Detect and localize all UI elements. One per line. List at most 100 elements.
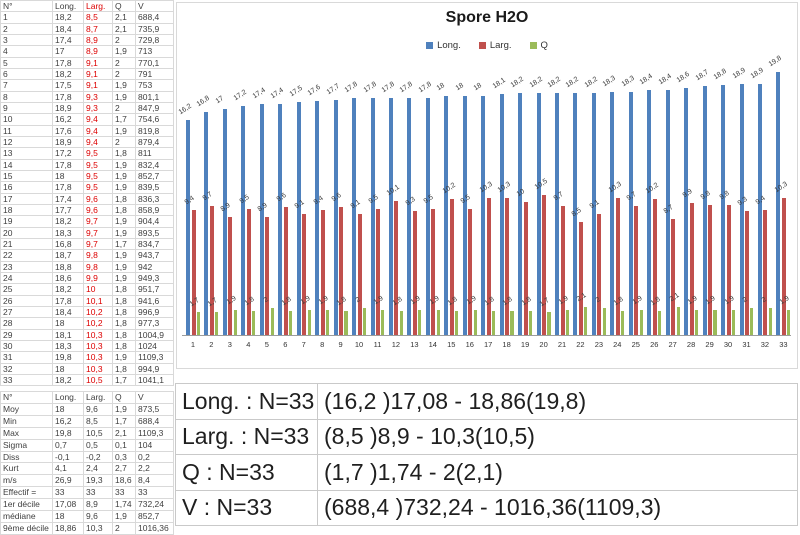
cell[interactable]: 9,7 bbox=[83, 237, 113, 251]
cell[interactable]: 8,9 bbox=[83, 33, 113, 47]
cell[interactable]: 9,5 bbox=[83, 169, 113, 183]
cell[interactable]: 9,4 bbox=[83, 124, 113, 137]
cell[interactable]: 941,6 bbox=[135, 294, 174, 307]
cell[interactable]: 1,7 bbox=[112, 373, 136, 387]
cell[interactable]: 977,3 bbox=[135, 317, 174, 330]
cell[interactable]: 873,5 bbox=[135, 402, 174, 416]
cell[interactable]: 1,9 bbox=[112, 158, 136, 171]
summary-value[interactable]: (688,4 )732,24 - 1016,36(1109,3) bbox=[317, 489, 798, 526]
cell[interactable]: 2 bbox=[112, 33, 136, 47]
cell[interactable]: 1,9 bbox=[112, 249, 136, 262]
cell[interactable]: 26 bbox=[0, 294, 53, 307]
cell[interactable]: 18,2 bbox=[52, 215, 84, 228]
cell[interactable]: 9,4 bbox=[83, 135, 113, 149]
summary-value[interactable]: (8,5 )8,9 - 10,3(10,5) bbox=[317, 418, 798, 455]
cell[interactable]: 10,3 bbox=[83, 328, 113, 341]
cell[interactable]: 10,1 bbox=[83, 294, 113, 307]
cell[interactable]: 9,6 bbox=[83, 510, 113, 523]
cell[interactable]: 893,5 bbox=[135, 226, 174, 239]
cell[interactable]: 6 bbox=[0, 67, 53, 81]
cell[interactable]: 879,4 bbox=[135, 135, 174, 149]
cell[interactable]: 18 bbox=[52, 402, 84, 416]
cell[interactable]: 819,8 bbox=[135, 124, 174, 137]
summary-value[interactable]: (1,7 )1,74 - 2(2,1) bbox=[317, 454, 798, 491]
cell[interactable]: 754,6 bbox=[135, 113, 174, 126]
summary-label[interactable]: V : N=33 bbox=[175, 489, 318, 526]
cell[interactable]: 688,4 bbox=[135, 11, 174, 24]
cell[interactable]: 10,2 bbox=[83, 305, 113, 319]
cell[interactable]: 2,4 bbox=[83, 462, 113, 476]
cell[interactable]: 8,9 bbox=[83, 45, 113, 58]
cell[interactable]: 9,1 bbox=[83, 79, 113, 92]
cell[interactable]: 33 bbox=[112, 486, 136, 500]
summary-label[interactable]: Long. : N=33 bbox=[175, 383, 318, 420]
cell[interactable]: 16,2 bbox=[52, 113, 84, 126]
cell[interactable]: 1,8 bbox=[112, 317, 136, 330]
cell[interactable]: 23 bbox=[0, 260, 53, 273]
cell[interactable]: 18,2 bbox=[52, 67, 84, 81]
cell[interactable]: 1,9 bbox=[112, 215, 136, 228]
cell[interactable]: 839,5 bbox=[135, 181, 174, 194]
cell[interactable]: 10,2 bbox=[83, 317, 113, 330]
cell[interactable]: 18,2 bbox=[52, 11, 84, 24]
cell[interactable]: 1,9 bbox=[112, 169, 136, 183]
cell[interactable]: 18,8 bbox=[52, 260, 84, 273]
cell[interactable]: 18 bbox=[52, 317, 84, 330]
cell[interactable]: 1,7 bbox=[112, 237, 136, 251]
stats-header-q[interactable]: Q bbox=[112, 391, 136, 404]
cell[interactable]: 17,8 bbox=[52, 56, 84, 69]
cell[interactable]: 18,6 bbox=[112, 474, 136, 488]
cell[interactable]: 1,8 bbox=[112, 203, 136, 217]
cell[interactable]: 0,7 bbox=[52, 438, 84, 452]
cell[interactable]: 10,3 bbox=[83, 362, 113, 375]
cell[interactable]: 1004,9 bbox=[135, 328, 174, 341]
cell[interactable]: 1,9 bbox=[112, 402, 136, 416]
cell[interactable]: 15 bbox=[0, 169, 53, 183]
chart-area[interactable]: Spore H2O Long. Larg. Q 16,2 9,4 1,7 1 16,8 9… bbox=[176, 2, 798, 369]
cell[interactable]: 8 bbox=[0, 90, 53, 103]
cell[interactable]: 1,8 bbox=[112, 305, 136, 319]
cell[interactable]: 1,9 bbox=[112, 45, 136, 58]
cell[interactable]: -0,1 bbox=[52, 450, 84, 464]
cell[interactable]: 18,9 bbox=[52, 135, 84, 149]
cell[interactable]: 4,1 bbox=[52, 462, 84, 476]
cell[interactable]: 21 bbox=[0, 237, 53, 251]
cell[interactable]: 10 bbox=[0, 113, 53, 126]
cell[interactable]: 24 bbox=[0, 271, 53, 285]
cell[interactable]: 18,3 bbox=[52, 339, 84, 353]
cell[interactable]: 33 bbox=[83, 486, 113, 500]
stats-header-v[interactable]: V bbox=[135, 391, 174, 404]
cell[interactable]: 10 bbox=[83, 283, 113, 296]
cell[interactable]: 31 bbox=[0, 351, 53, 364]
column-header-n[interactable]: N° bbox=[0, 0, 53, 13]
cell[interactable]: Effectif = bbox=[0, 486, 53, 500]
cell[interactable]: 19,8 bbox=[52, 426, 84, 440]
cell[interactable]: 29 bbox=[0, 328, 53, 341]
cell[interactable]: 9,6 bbox=[83, 192, 113, 205]
cell[interactable]: 16,2 bbox=[52, 414, 84, 428]
cell[interactable]: 13 bbox=[0, 147, 53, 160]
cell[interactable]: 25 bbox=[0, 283, 53, 296]
cell[interactable]: 17,7 bbox=[52, 203, 84, 217]
cell[interactable]: 9,6 bbox=[83, 203, 113, 217]
cell[interactable]: 22 bbox=[0, 249, 53, 262]
cell[interactable]: -0,2 bbox=[83, 450, 113, 464]
cell[interactable]: 1,8 bbox=[112, 339, 136, 353]
cell[interactable]: 5 bbox=[0, 56, 53, 69]
cell[interactable]: 17,4 bbox=[52, 192, 84, 205]
cell[interactable]: 1er décile bbox=[0, 498, 53, 512]
cell[interactable]: 1,8 bbox=[112, 147, 136, 160]
cell[interactable]: 1,9 bbox=[112, 226, 136, 239]
cell[interactable]: 11 bbox=[0, 124, 53, 137]
cell[interactable]: 1,8 bbox=[112, 328, 136, 341]
cell[interactable]: 9,5 bbox=[83, 158, 113, 171]
cell[interactable]: 18,3 bbox=[52, 226, 84, 239]
cell[interactable]: 834,7 bbox=[135, 237, 174, 251]
cell[interactable]: 1,7 bbox=[112, 414, 136, 428]
column-header-long[interactable]: Long. bbox=[52, 0, 84, 13]
cell[interactable]: Sigma bbox=[0, 438, 53, 452]
cell[interactable]: 0,1 bbox=[112, 438, 136, 452]
cell[interactable]: 17,08 bbox=[52, 498, 84, 512]
cell[interactable]: 12 bbox=[0, 135, 53, 149]
cell[interactable]: 994,9 bbox=[135, 362, 174, 375]
